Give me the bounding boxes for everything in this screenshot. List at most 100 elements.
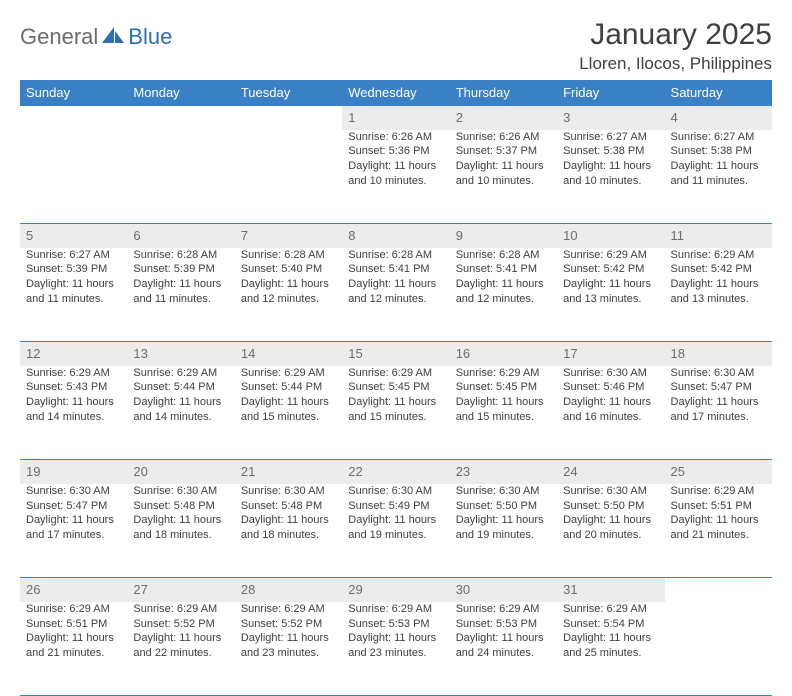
day-number: 31 <box>557 578 664 602</box>
daylight-line: Daylight: 11 hours and 13 minutes. <box>671 277 766 307</box>
day-cell: Sunrise: 6:29 AMSunset: 5:53 PMDaylight:… <box>342 602 449 696</box>
day-number: 4 <box>665 106 772 130</box>
sunrise-line: Sunrise: 6:28 AM <box>348 248 443 263</box>
sunrise-line: Sunrise: 6:29 AM <box>456 366 551 381</box>
day-number <box>235 106 342 130</box>
topbar: General Blue January 2025 Lloren, Ilocos… <box>20 18 772 74</box>
day-number-row: 567891011 <box>20 224 772 248</box>
sunset-line: Sunset: 5:49 PM <box>348 499 443 514</box>
location: Lloren, Ilocos, Philippines <box>579 54 772 74</box>
day-cell: Sunrise: 6:30 AMSunset: 5:50 PMDaylight:… <box>557 484 664 578</box>
sunset-line: Sunset: 5:44 PM <box>133 380 228 395</box>
weekday-header: Wednesday <box>342 80 449 106</box>
sunset-line: Sunset: 5:47 PM <box>26 499 121 514</box>
sunset-line: Sunset: 5:51 PM <box>671 499 766 514</box>
day-cell <box>235 130 342 224</box>
day-number: 12 <box>20 342 127 366</box>
daylight-line: Daylight: 11 hours and 15 minutes. <box>348 395 443 425</box>
day-detail-row: Sunrise: 6:26 AM Sunset: 5:36 PM Daylight:… <box>20 130 772 224</box>
sunrise-line: Sunrise: 6:30 AM <box>671 366 766 381</box>
daylight-line: Daylight: 11 hours and 19 minutes. <box>348 513 443 543</box>
day-number: 24 <box>557 460 664 484</box>
sunset-line: Sunset: 5:48 PM <box>133 499 228 514</box>
daylight-line: Daylight: 11 hours and 21 minutes. <box>26 631 121 661</box>
day-cell: Sunrise: 6:29 AMSunset: 5:44 PMDaylight:… <box>127 366 234 460</box>
sunrise-line: Sunrise: 6:30 AM <box>133 484 228 499</box>
sunrise-line: Sunrise: 6:26 AM <box>456 130 551 145</box>
day-cell: Sunrise: 6:26 AMSunset: 5:36 PMDaylight:… <box>342 130 449 224</box>
day-number: 3 <box>557 106 664 130</box>
sunset-line: Sunset: 5:46 PM <box>563 380 658 395</box>
daylight-line: Daylight: 11 hours and 12 minutes. <box>241 277 336 307</box>
logo: General Blue <box>20 24 172 50</box>
sunset-line: Sunset: 5:41 PM <box>456 262 551 277</box>
sunrise-line: Sunrise: 6:29 AM <box>26 366 121 381</box>
sunrise-line: Sunrise: 6:30 AM <box>456 484 551 499</box>
daylight-line: Daylight: 11 hours and 17 minutes. <box>26 513 121 543</box>
daylight-line: Daylight: 11 hours and 22 minutes. <box>133 631 228 661</box>
daylight-line: Daylight: 11 hours and 20 minutes. <box>563 513 658 543</box>
sunset-line: Sunset: 5:44 PM <box>241 380 336 395</box>
day-number: 29 <box>342 578 449 602</box>
day-number-row: 1234 <box>20 106 772 130</box>
day-detail-row: Sunrise: 6:29 AMSunset: 5:51 PMDaylight:… <box>20 602 772 696</box>
sunset-line: Sunset: 5:36 PM <box>348 144 443 159</box>
logo-sail-icon <box>102 27 124 47</box>
day-cell: Sunrise: 6:29 AMSunset: 5:45 PMDaylight:… <box>450 366 557 460</box>
sunrise-line: Sunrise: 6:29 AM <box>348 366 443 381</box>
sunset-line: Sunset: 5:48 PM <box>241 499 336 514</box>
weekday-header: Friday <box>557 80 664 106</box>
sunrise-line: Sunrise: 6:29 AM <box>456 602 551 617</box>
weekday-header-row: Sunday Monday Tuesday Wednesday Thursday… <box>20 80 772 106</box>
day-cell: Sunrise: 6:30 AMSunset: 5:47 PMDaylight:… <box>665 366 772 460</box>
sunset-line: Sunset: 5:39 PM <box>26 262 121 277</box>
sunset-line: Sunset: 5:43 PM <box>26 380 121 395</box>
sunset-line: Sunset: 5:53 PM <box>348 617 443 632</box>
month-title: January 2025 <box>579 18 772 52</box>
sunrise-line: Sunrise: 6:29 AM <box>671 484 766 499</box>
sunrise-line: Sunrise: 6:30 AM <box>348 484 443 499</box>
sunrise-line: Sunrise: 6:30 AM <box>563 366 658 381</box>
day-detail-row: Sunrise: 6:29 AMSunset: 5:43 PMDaylight:… <box>20 366 772 460</box>
sunset-line: Sunset: 5:45 PM <box>456 380 551 395</box>
day-number <box>20 106 127 130</box>
day-number: 30 <box>450 578 557 602</box>
day-cell: Sunrise: 6:29 AMSunset: 5:51 PMDaylight:… <box>20 602 127 696</box>
weekday-header: Monday <box>127 80 234 106</box>
day-cell: Sunrise: 6:30 AMSunset: 5:46 PMDaylight:… <box>557 366 664 460</box>
day-cell <box>665 602 772 696</box>
day-cell: Sunrise: 6:29 AMSunset: 5:42 PMDaylight:… <box>557 248 664 342</box>
daylight-line: Daylight: 11 hours and 10 minutes. <box>456 159 551 189</box>
sunset-line: Sunset: 5:40 PM <box>241 262 336 277</box>
day-cell: Sunrise: 6:29 AMSunset: 5:54 PMDaylight:… <box>557 602 664 696</box>
daylight-line: Daylight: 11 hours and 16 minutes. <box>563 395 658 425</box>
day-number: 2 <box>450 106 557 130</box>
calendar-table: Sunday Monday Tuesday Wednesday Thursday… <box>20 80 772 696</box>
sunrise-line: Sunrise: 6:30 AM <box>241 484 336 499</box>
day-number: 16 <box>450 342 557 366</box>
daylight-line: Daylight: 11 hours and 19 minutes. <box>456 513 551 543</box>
sunset-line: Sunset: 5:38 PM <box>563 144 658 159</box>
day-number: 18 <box>665 342 772 366</box>
day-detail-row: Sunrise: 6:27 AMSunset: 5:39 PMDaylight:… <box>20 248 772 342</box>
sunrise-line: Sunrise: 6:29 AM <box>563 248 658 263</box>
sunset-line: Sunset: 5:45 PM <box>348 380 443 395</box>
day-number: 7 <box>235 224 342 248</box>
sunset-line: Sunset: 5:37 PM <box>456 144 551 159</box>
day-cell: Sunrise: 6:28 AMSunset: 5:41 PMDaylight:… <box>342 248 449 342</box>
daylight-line: Daylight: 11 hours and 11 minutes. <box>26 277 121 307</box>
weekday-header: Tuesday <box>235 80 342 106</box>
sunrise-line: Sunrise: 6:29 AM <box>241 366 336 381</box>
day-number-row: 262728293031 <box>20 578 772 602</box>
day-cell: Sunrise: 6:30 AMSunset: 5:48 PMDaylight:… <box>127 484 234 578</box>
daylight-line: Daylight: 11 hours and 23 minutes. <box>241 631 336 661</box>
day-number: 26 <box>20 578 127 602</box>
daylight-line: Daylight: 11 hours and 15 minutes. <box>456 395 551 425</box>
day-detail-row: Sunrise: 6:30 AMSunset: 5:47 PMDaylight:… <box>20 484 772 578</box>
day-cell: Sunrise: 6:30 AMSunset: 5:49 PMDaylight:… <box>342 484 449 578</box>
day-cell: Sunrise: 6:26 AMSunset: 5:37 PMDaylight:… <box>450 130 557 224</box>
sunrise-line: Sunrise: 6:30 AM <box>563 484 658 499</box>
day-number: 8 <box>342 224 449 248</box>
day-number: 15 <box>342 342 449 366</box>
sunrise-line: Sunrise: 6:30 AM <box>26 484 121 499</box>
